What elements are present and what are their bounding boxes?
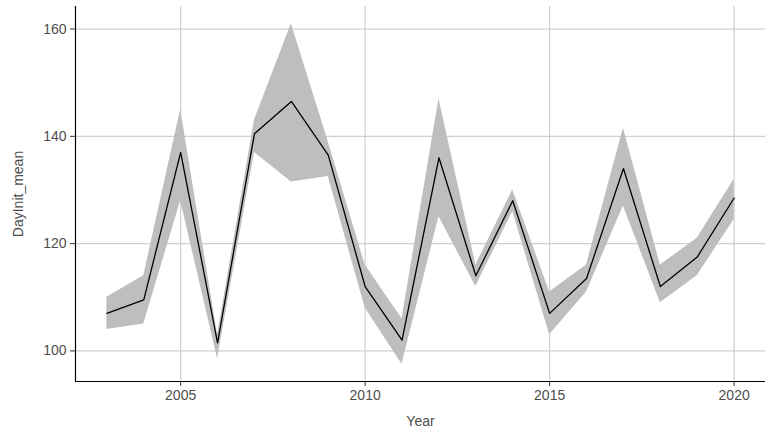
svg-text:2015: 2015 — [534, 387, 565, 403]
svg-text:2010: 2010 — [350, 387, 381, 403]
svg-text:DayInit_mean: DayInit_mean — [10, 151, 26, 237]
svg-text:Year: Year — [406, 413, 435, 429]
svg-text:2020: 2020 — [719, 387, 750, 403]
svg-text:120: 120 — [43, 235, 67, 251]
svg-text:100: 100 — [43, 342, 67, 358]
svg-text:140: 140 — [43, 128, 67, 144]
svg-text:160: 160 — [43, 21, 67, 37]
svg-text:2005: 2005 — [165, 387, 196, 403]
